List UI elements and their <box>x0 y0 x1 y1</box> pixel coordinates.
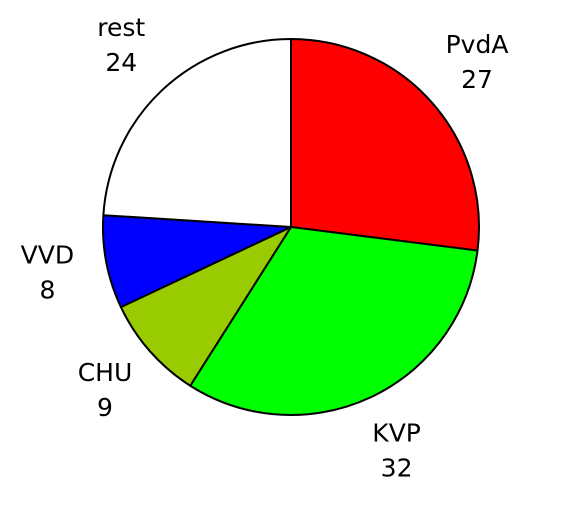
slice-label: rest <box>97 13 145 42</box>
slice-value: 24 <box>105 48 137 77</box>
slice-label: CHU <box>78 358 133 387</box>
pie-slice <box>119 226 292 387</box>
slice-value: 32 <box>381 453 413 482</box>
slice-value: 8 <box>39 275 55 304</box>
slice-value: 27 <box>461 65 493 94</box>
slice-value: 9 <box>97 393 113 422</box>
slice-label: VVD <box>21 240 74 269</box>
slice-label: PvdA <box>446 30 509 59</box>
slice-label: KVP <box>372 418 421 447</box>
pie-slice <box>102 214 292 309</box>
pie-slice <box>102 38 292 228</box>
pie-slice <box>290 38 480 252</box>
